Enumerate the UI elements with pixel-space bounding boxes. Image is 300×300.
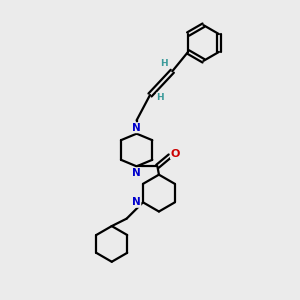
Text: H: H <box>157 93 164 102</box>
Text: O: O <box>171 148 180 159</box>
Text: N: N <box>132 168 141 178</box>
Text: N: N <box>132 123 141 133</box>
Text: H: H <box>160 59 168 68</box>
Text: N: N <box>132 197 141 207</box>
